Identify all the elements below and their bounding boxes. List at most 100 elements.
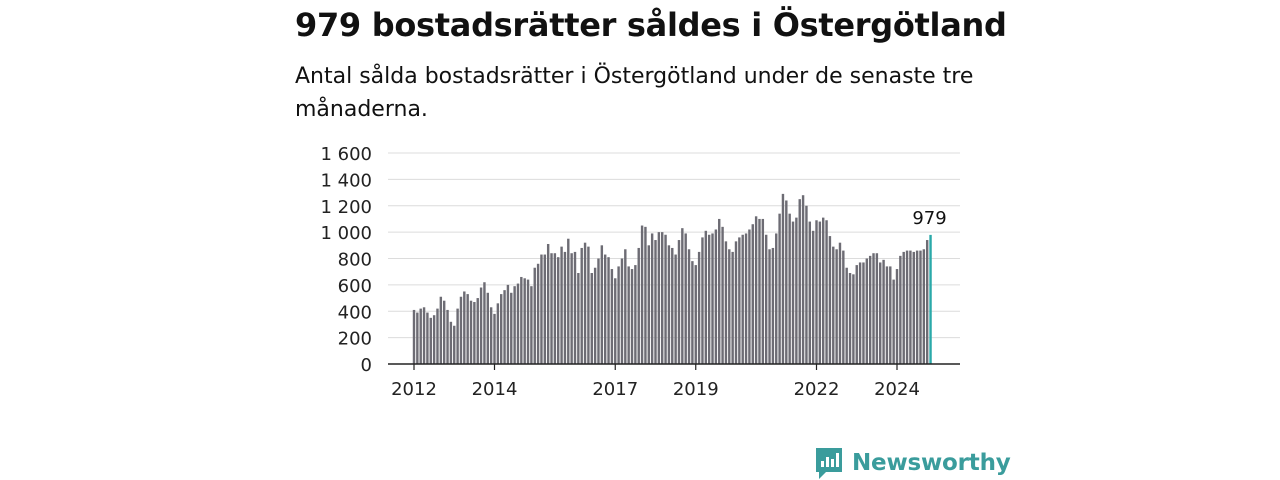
y-tick-label: 1 200 bbox=[320, 197, 372, 218]
bar bbox=[644, 226, 647, 364]
bar bbox=[647, 245, 650, 364]
y-tick-label: 1 000 bbox=[320, 223, 372, 244]
bar-highlight bbox=[929, 234, 932, 364]
bar bbox=[553, 253, 557, 364]
bar bbox=[801, 195, 805, 364]
bar bbox=[650, 233, 654, 364]
bar bbox=[879, 262, 882, 364]
bar bbox=[694, 265, 697, 364]
bar bbox=[530, 286, 533, 364]
bar bbox=[422, 307, 426, 364]
x-tick-label: 2012 bbox=[391, 379, 437, 400]
bar bbox=[583, 242, 587, 364]
bar bbox=[493, 313, 496, 364]
bar bbox=[925, 240, 929, 364]
bar bbox=[557, 257, 560, 364]
bar bbox=[697, 251, 701, 364]
bar bbox=[788, 213, 791, 364]
bar bbox=[795, 217, 798, 364]
bar bbox=[889, 266, 892, 364]
bar bbox=[500, 294, 503, 364]
bar bbox=[664, 234, 667, 364]
bar bbox=[550, 253, 553, 364]
bar bbox=[426, 312, 429, 364]
x-tick-label: 2017 bbox=[592, 379, 638, 400]
bar bbox=[855, 265, 858, 364]
bar bbox=[915, 250, 919, 364]
bar bbox=[610, 269, 614, 364]
bar bbox=[858, 262, 862, 364]
bar bbox=[731, 251, 734, 364]
bar bbox=[919, 250, 922, 364]
chart-title: 979 bostadsrätter såldes i Östergötland bbox=[295, 6, 1007, 44]
bar bbox=[764, 234, 768, 364]
y-tick-label: 800 bbox=[338, 250, 372, 271]
bar bbox=[600, 245, 604, 364]
bar bbox=[781, 193, 785, 364]
bar bbox=[657, 232, 661, 364]
bar bbox=[751, 224, 754, 364]
bar bbox=[617, 266, 620, 364]
bar bbox=[536, 263, 540, 364]
y-tick-label: 0 bbox=[361, 355, 372, 376]
bar bbox=[607, 257, 610, 364]
bar bbox=[674, 254, 677, 364]
brand-logo: Newsworthy bbox=[814, 446, 1011, 480]
bar bbox=[446, 309, 449, 364]
bar bbox=[506, 284, 510, 364]
bar bbox=[707, 234, 711, 364]
bar bbox=[489, 307, 493, 364]
bar bbox=[479, 287, 483, 364]
bar bbox=[416, 312, 419, 364]
bar bbox=[486, 292, 489, 364]
bar bbox=[577, 273, 580, 364]
bar bbox=[429, 317, 432, 364]
bar bbox=[838, 242, 842, 364]
bar bbox=[701, 237, 704, 364]
bar bbox=[805, 205, 808, 364]
bar bbox=[865, 258, 869, 364]
bar bbox=[573, 251, 577, 364]
bar bbox=[412, 309, 416, 364]
bar bbox=[560, 246, 563, 364]
bar bbox=[882, 259, 885, 364]
bar bbox=[734, 241, 738, 364]
bar bbox=[835, 249, 838, 364]
bar bbox=[899, 255, 902, 364]
bar bbox=[540, 254, 543, 364]
bar bbox=[872, 253, 875, 364]
bar bbox=[892, 279, 895, 364]
bar bbox=[620, 258, 624, 364]
x-tick-label: 2019 bbox=[673, 379, 719, 400]
bar bbox=[570, 253, 573, 364]
bar bbox=[822, 217, 825, 364]
bar bbox=[442, 300, 446, 364]
bar bbox=[603, 254, 607, 364]
highlight-label: 979 bbox=[912, 208, 946, 229]
bar bbox=[785, 200, 788, 364]
bar bbox=[758, 218, 761, 364]
bar bbox=[721, 226, 724, 364]
bar bbox=[808, 221, 811, 364]
bar bbox=[463, 291, 466, 364]
bar bbox=[832, 246, 835, 364]
bar bbox=[875, 253, 879, 364]
bar bbox=[714, 229, 718, 364]
bar bbox=[516, 283, 520, 364]
bar bbox=[590, 273, 593, 364]
bar bbox=[711, 233, 714, 364]
bar bbox=[922, 249, 926, 364]
bar bbox=[775, 233, 778, 364]
bar bbox=[905, 250, 909, 364]
bar bbox=[724, 241, 728, 364]
x-tick-label: 2022 bbox=[794, 379, 840, 400]
bar bbox=[523, 278, 526, 364]
x-tick-label: 2014 bbox=[472, 379, 518, 400]
y-tick-label: 600 bbox=[338, 276, 372, 297]
bar bbox=[624, 249, 627, 364]
bar bbox=[852, 274, 855, 364]
bar bbox=[828, 236, 832, 364]
bar bbox=[483, 282, 486, 364]
y-tick-label: 1 600 bbox=[320, 144, 372, 165]
bar bbox=[436, 308, 439, 364]
